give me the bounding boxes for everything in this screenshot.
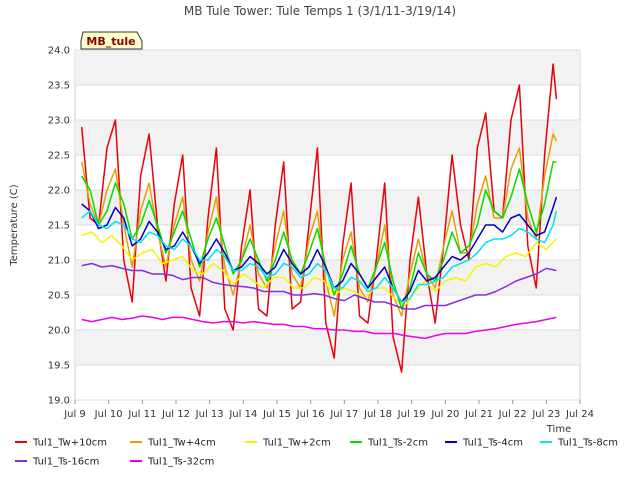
y-tick-label: 23.0 <box>48 116 70 127</box>
y-tick-label: 21.0 <box>48 256 70 267</box>
series-line-tul1-ts-16cm <box>81 262 557 310</box>
series-line-tul1-tw-2cm <box>81 231 557 307</box>
x-axis-title: Time <box>546 424 571 435</box>
x-tick-label: Jul 21 <box>464 409 493 420</box>
y-tick-label: 22.5 <box>48 151 70 162</box>
y-tick-label: 20.0 <box>48 326 70 337</box>
y-axis-title: Temperature (C) <box>9 184 20 266</box>
legend-label-tul1-ts-32cm: Tul1_Ts-32cm <box>147 457 214 468</box>
chart-title: MB Tule Tower: Tule Temps 1 (3/1/11-3/19… <box>184 4 456 18</box>
legend: Tul1_Tw+10cm Tul1_Tw+4cm Tul1_Tw+2cm Tul1_T… <box>15 438 618 468</box>
series-line-tul1-ts-8cm <box>81 210 558 303</box>
x-tick-label: Jul 17 <box>329 409 358 420</box>
x-tick-label: Jul 9 <box>63 409 86 420</box>
y-tick-label: 21.5 <box>48 221 70 232</box>
y-tick-label: 19.0 <box>48 396 70 407</box>
y-tick-label: 23.5 <box>48 81 70 92</box>
legend-label-tul1-ts-8cm: Tul1_Ts-8cm <box>557 438 618 449</box>
series-layer <box>80 63 558 373</box>
series-line-tul1-ts-32cm <box>81 315 557 340</box>
legend-label-tul1-ts-4cm: Tul1_Ts-4cm <box>462 438 523 449</box>
site-badge-label: MB_tule <box>86 35 135 48</box>
x-tick-label: Jul 19 <box>397 409 426 420</box>
x-tick-label: Jul 18 <box>363 409 392 420</box>
y-axis: 19.0 19.5 20.0 20.5 21.0 21.5 22.0 22.5 23.0 23.5… <box>48 46 70 407</box>
y-tick-label: 22.0 <box>48 186 70 197</box>
site-badge: MB_tule <box>80 31 143 50</box>
x-tick-label: Jul 15 <box>262 409 291 420</box>
x-tick-label: Jul 13 <box>195 409 224 420</box>
x-tick-label: Jul 24 <box>565 409 594 420</box>
legend-label-tul1-tw-4cm: Tul1_Tw+4cm <box>147 438 216 449</box>
plot-band <box>75 190 580 225</box>
legend-label-tul1-tw-10cm: Tul1_Tw+10cm <box>32 438 107 449</box>
x-tick-label: Jul 11 <box>127 409 156 420</box>
y-tick-label: 24.0 <box>48 46 70 57</box>
y-tick-label: 20.5 <box>48 291 70 302</box>
series-line-tul1-tw-10cm <box>80 63 558 373</box>
legend-label-tul1-ts-2cm: Tul1_Ts-2cm <box>367 438 428 449</box>
plot-band <box>75 330 580 365</box>
y-tick-label: 19.5 <box>48 361 70 372</box>
x-tick-label: Jul 22 <box>498 409 527 420</box>
x-tick-label: Jul 16 <box>296 409 325 420</box>
series-line-tul1-ts-2cm <box>81 161 557 310</box>
x-tick-label: Jul 20 <box>430 409 459 420</box>
x-axis: Jul 9 Jul 10 Jul 11 Jul 12 Jul 13 Jul 14 Jul 1… <box>63 400 594 420</box>
site-badge-box <box>80 31 143 50</box>
x-tick-label: Jul 23 <box>531 409 560 420</box>
x-tick-label: Jul 12 <box>161 409 190 420</box>
plot-band <box>75 120 580 155</box>
plot-band <box>75 50 580 85</box>
x-tick-label: Jul 14 <box>228 409 257 420</box>
legend-label-tul1-tw-2cm: Tul1_Tw+2cm <box>262 438 331 449</box>
x-tick-label: Jul 10 <box>94 409 123 420</box>
legend-label-tul1-ts-16cm: Tul1_Ts-16cm <box>32 457 99 468</box>
